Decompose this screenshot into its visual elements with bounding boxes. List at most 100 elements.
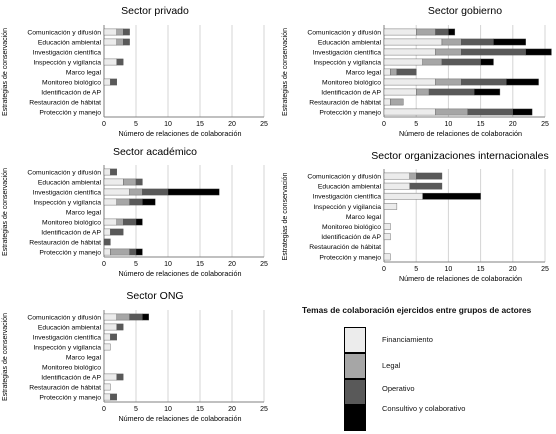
bar-segment (103, 238, 111, 246)
bar-segment (110, 333, 118, 341)
legend-label-consultivo: Consultivo y colaborativo (382, 404, 466, 413)
bar-segment (383, 78, 436, 86)
x-tick-label: 25 (541, 121, 549, 128)
x-tick-label: 15 (477, 121, 485, 128)
category-label: Identificación de AP (321, 89, 381, 96)
bar-segment (103, 178, 124, 186)
category-label: Restauración de hábitat (29, 99, 101, 106)
x-tick-label: 25 (260, 406, 268, 413)
bar-segment (129, 188, 143, 196)
x-axis-label: Número de relaciones de colaboración (118, 269, 241, 278)
chart-title: Sector ONG (126, 290, 183, 302)
category-label: Marco legal (66, 69, 102, 76)
bar-segment (441, 58, 481, 66)
bar-segment (103, 313, 118, 321)
x-tick-label: 0 (382, 121, 386, 128)
bar-segment (383, 88, 417, 96)
x-tick-label: 5 (134, 121, 138, 128)
category-label: Investigación científica (313, 49, 382, 56)
category-label: Educación ambiental (318, 184, 382, 191)
bar-segment (480, 58, 494, 66)
chart-title: Sector gobierno (428, 5, 502, 17)
legend-label-operativo: Operativo (382, 384, 415, 393)
x-axis-label: Número de relaciones de colaboración (399, 129, 522, 138)
category-label: Protección y manejo (39, 249, 101, 256)
category-label: Monitoreo biológico (322, 224, 381, 231)
category-label: Educación ambiental (38, 179, 102, 186)
bar-segment (383, 28, 417, 36)
category-label: Educación ambiental (38, 39, 102, 46)
category-label: Monitoreo biológico (322, 79, 381, 86)
category-label: Identificación de AP (41, 374, 101, 381)
category-label: Inspección y vigilancia (33, 344, 101, 351)
x-tick-label: 10 (445, 266, 453, 273)
x-tick-label: 10 (164, 406, 172, 413)
category-label: Protección y manejo (39, 394, 101, 401)
x-tick-label: 25 (260, 121, 268, 128)
x-tick-label: 0 (102, 261, 106, 268)
x-tick-label: 20 (509, 266, 517, 273)
x-axis-label: Número de relaciones de colaboración (399, 274, 522, 283)
bar-segment (116, 58, 124, 66)
bar-segment (110, 248, 130, 256)
legend-title: Temas de colaboración ejercidos entre gr… (302, 305, 532, 315)
x-tick-label: 0 (382, 266, 386, 273)
bar-segment (116, 373, 124, 381)
bar-segment (103, 218, 118, 226)
bar-segment (103, 168, 111, 176)
bar-segment (103, 228, 111, 236)
bar-segment (448, 28, 456, 36)
bar-segment (116, 218, 124, 226)
bar-segment (416, 28, 436, 36)
category-label: Identificación de AP (41, 229, 101, 236)
bar-segment (110, 228, 124, 236)
bar-segment (135, 178, 143, 186)
x-tick-label: 5 (414, 121, 418, 128)
x-tick-label: 20 (228, 261, 236, 268)
bar-segment (383, 233, 391, 241)
bar-segment (110, 78, 118, 86)
category-label: Protección y manejo (319, 254, 381, 261)
legend-label-financiamiento: Financiamiento (382, 335, 433, 344)
bar-segment (116, 313, 130, 321)
x-tick-label: 5 (414, 266, 418, 273)
bar-segment (135, 248, 143, 256)
bar-segment (409, 172, 417, 180)
bar-segment (110, 393, 118, 401)
chart-title: Sector privado (121, 5, 189, 17)
chart-title: Sector académico (113, 146, 197, 158)
legend-swatch-consultivo (344, 405, 366, 431)
bar-segment (435, 78, 462, 86)
bar-segment (122, 218, 137, 226)
bar-segment (103, 248, 111, 256)
y-axis-label: Estrategias de conservación (2, 168, 9, 256)
bar-segment (525, 48, 552, 56)
category-label: Restauración de hábitat (29, 384, 101, 391)
bar-segment (461, 78, 507, 86)
category-label: Investigación científica (313, 194, 382, 201)
bar-segment (396, 68, 417, 76)
bar-segment (383, 38, 443, 46)
bar-segment (435, 108, 468, 116)
bar-segment (103, 78, 111, 86)
bar-segment (435, 28, 449, 36)
category-label: Comunicación y difusión (307, 173, 381, 180)
category-label: Comunicación y difusión (27, 314, 101, 321)
x-tick-label: 5 (134, 261, 138, 268)
bar-segment (383, 203, 398, 210)
bar-segment (122, 178, 137, 186)
bar-segment (383, 58, 423, 66)
bar-segment (506, 78, 539, 86)
x-tick-label: 10 (445, 121, 453, 128)
x-axis-label: Número de relaciones de colaboración (118, 129, 241, 138)
bar-segment (383, 48, 436, 56)
bar-segment (103, 58, 118, 66)
chart-panel-3: Sector académico 0 5 10 15 20 25 Número de rela… (2, 146, 268, 278)
category-label: Inspección y vigilancia (33, 199, 101, 206)
x-tick-label: 0 (102, 406, 106, 413)
x-tick-label: 10 (164, 121, 172, 128)
category-label: Protección y manejo (319, 109, 381, 116)
category-label: Comunicación y difusión (307, 29, 381, 36)
bar-segment (103, 28, 118, 36)
